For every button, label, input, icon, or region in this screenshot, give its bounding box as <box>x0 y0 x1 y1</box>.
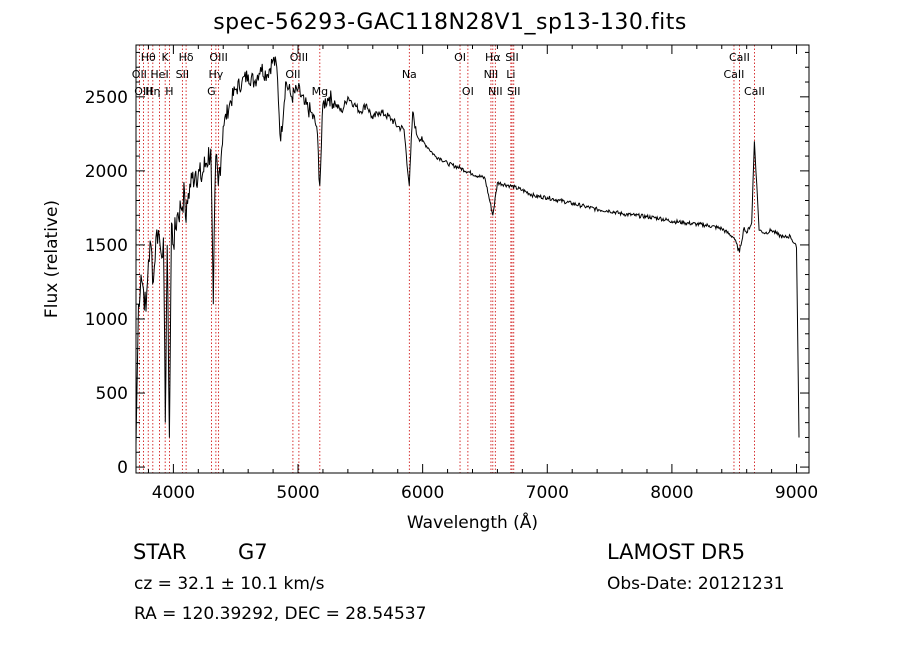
line-marker-label: OI <box>462 85 474 98</box>
x-tick-label: 6000 <box>401 483 444 503</box>
y-tick-label: 2500 <box>85 88 128 108</box>
line-marker-label: CaII <box>729 51 750 64</box>
survey-name: LAMOST DR5 <box>607 540 746 564</box>
line-marker-label: H <box>165 85 173 98</box>
y-tick-label: 1000 <box>85 310 128 330</box>
line-marker-label: Hα <box>485 51 501 64</box>
x-axis-label: Wavelength (Å) <box>407 511 538 533</box>
redshift-cz: cz = 32.1 ± 10.1 km/s <box>134 574 325 594</box>
line-marker-label: G <box>207 85 216 98</box>
line-marker-label: Na <box>402 68 417 81</box>
plot-frame <box>135 44 810 474</box>
line-marker-label: OIII <box>209 51 227 64</box>
line-marker-label: OII <box>285 68 300 81</box>
line-marker-label: SII <box>176 68 189 81</box>
line-marker-label: NII <box>484 68 499 81</box>
line-marker-label: Hγ <box>208 68 223 81</box>
x-tick-label: 4000 <box>152 483 195 503</box>
line-marker-label: Hδ <box>179 51 194 64</box>
ra-dec: RA = 120.39292, DEC = 28.54537 <box>134 604 427 624</box>
obs-date: Obs-Date: 20121231 <box>607 574 785 594</box>
line-marker-label: Hθ <box>141 51 156 64</box>
x-tick-label: 9000 <box>775 483 818 503</box>
y-tick-label: 0 <box>117 458 128 478</box>
y-tick-label: 2000 <box>85 162 128 182</box>
line-marker-label: Hη <box>145 85 160 98</box>
y-tick-label: 1500 <box>85 236 128 256</box>
line-marker-label: K <box>162 51 170 64</box>
line-marker-label: CaII <box>744 85 765 98</box>
line-marker-label: OII <box>132 68 147 81</box>
line-marker-label: SII <box>505 51 518 64</box>
line-marker-label: HeI <box>150 68 168 81</box>
line-marker-label: Mg <box>312 85 328 98</box>
x-tick-label: 5000 <box>276 483 319 503</box>
x-tick-label: 8000 <box>650 483 693 503</box>
line-marker-label: OIII <box>134 85 152 98</box>
y-tick-label: 500 <box>96 384 128 404</box>
spectrum-line <box>135 56 800 445</box>
subclass: G7 <box>238 540 268 564</box>
chart-title: spec-56293-GAC118N28V1_sp13-130.fits <box>213 10 687 35</box>
line-marker-label: NII <box>488 85 503 98</box>
line-marker-label: CaII <box>724 68 745 81</box>
y-axis-label: Flux (relative) <box>42 200 62 318</box>
line-marker-label: Li <box>506 68 515 81</box>
object-class: STAR <box>133 540 187 564</box>
line-marker-label: SII <box>507 85 520 98</box>
line-marker-label: OI <box>454 51 466 64</box>
x-tick-label: 7000 <box>526 483 569 503</box>
line-marker-label: OIII <box>290 51 308 64</box>
